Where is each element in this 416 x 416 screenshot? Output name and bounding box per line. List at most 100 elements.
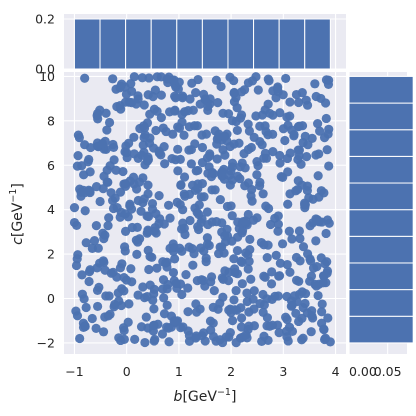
scatter-point [201,129,211,139]
scatter-point [171,93,181,103]
scatter-point [174,123,185,133]
y-tick-label: −2 [37,335,55,350]
scatter-point [245,234,255,244]
scatter-point [187,78,197,88]
scatter-point [285,97,295,107]
scatter-point [123,317,133,327]
scatter-point [126,204,137,214]
scatter-point [197,157,208,168]
right-histogram-bar [348,289,414,317]
scatter-point [225,141,235,152]
scatter-point [127,222,137,233]
scatter-point [322,145,332,155]
scatter-point [319,334,330,345]
scatter-point [77,270,87,280]
scatter-point [122,152,132,163]
scatter-point [287,234,297,244]
scatter-point [104,117,115,128]
scatter-point [174,77,184,87]
scatter-point [193,224,204,235]
scatter-point [323,129,333,139]
scatter-point [85,265,95,275]
scatter-plot-area: −1 0 1 2 3 4 −2 0 2 4 6 8 10 [37,69,346,379]
scatter-point [285,148,295,158]
top-histogram-bar [253,18,280,70]
scatter-point [139,100,149,110]
scatter-point [223,109,234,119]
scatter-point [162,284,172,294]
axis-labels: b[GeV−1] c[GeV−1] [8,183,236,405]
scatter-point [211,75,221,85]
scatter-point [203,101,213,111]
right-histogram-bars [348,75,414,344]
scatter-point [162,262,172,272]
scatter-point [121,89,132,99]
scatter-point [86,142,96,153]
scatter-point [190,203,200,213]
scatter-point [259,240,269,250]
scatter-point [230,305,240,315]
y-tick-labels: −2 0 2 4 6 8 10 [37,69,55,350]
x-tick-label: 1 [175,364,183,379]
scatter-point [243,264,253,274]
scatter-point [324,75,334,85]
scatter-point [104,213,114,223]
scatter-point [284,322,295,332]
scatter-point [255,299,265,309]
scatter-point [69,203,80,213]
scatter-point [295,233,305,244]
scatter-point [229,75,239,86]
scatter-point [311,236,321,246]
scatter-point [244,307,254,317]
scatter-point [116,104,126,114]
scatter-point [246,274,256,284]
scatter-point [89,236,100,246]
scatter-point [87,313,97,324]
scatter-point [151,209,161,219]
scatter-point [183,283,193,293]
scatter-point [80,321,90,332]
scatter-point [313,171,323,181]
scatter-point [142,228,152,238]
scatter-point [306,327,316,337]
scatter-point [220,266,230,276]
scatter-point [176,180,186,190]
scatter-point [324,161,334,171]
scatter-point [108,74,118,84]
scatter-point [297,88,307,98]
scatter-point [248,294,258,304]
scatter-point [163,200,174,210]
scatter-point [191,331,201,341]
scatter-point [129,149,139,159]
scatter-point [268,147,278,157]
scatter-point [120,246,130,256]
scatter-point [207,185,217,195]
scatter-point [143,152,153,162]
scatter-point [311,150,321,160]
scatter-point [215,194,225,205]
scatter-point [264,76,274,86]
scatter-point [265,219,276,230]
scatter-point [91,221,101,231]
scatter-point [197,178,208,189]
scatter-point [281,73,291,84]
scatter-point [80,206,90,216]
scatter-point [261,127,271,137]
scatter-point [143,180,153,190]
scatter-point [308,313,318,323]
scatter-point [275,158,285,168]
scatter-point [164,72,174,82]
scatter-point [79,294,89,304]
scatter-point [92,263,102,273]
scatter-point [103,220,113,231]
scatter-point [81,302,91,313]
scatter-point [144,264,154,275]
scatter-point [145,133,155,143]
scatter-point [169,316,179,326]
right-marginal-histogram: 0.000.05 [348,72,414,379]
top-histogram-bar [150,18,178,70]
scatter-point [276,172,286,182]
y-tick-label: 10 [39,69,55,84]
y-tick-label: 2 [47,247,55,262]
scatter-point [74,132,84,143]
